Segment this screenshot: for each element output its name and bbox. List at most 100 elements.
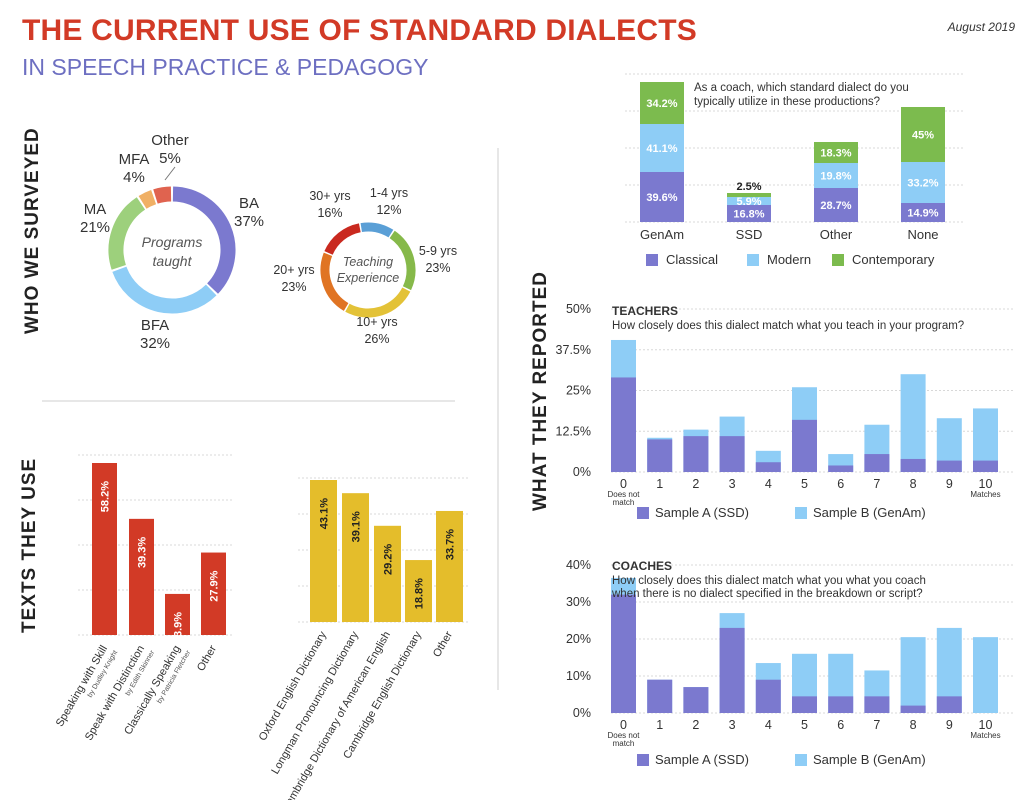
chart-question: typically utilize in these productions?: [694, 96, 880, 108]
donut-slice-3: [320, 252, 349, 311]
bar-value-label: 43.1%: [319, 498, 331, 529]
donut-label: 20+ yrs: [273, 263, 314, 277]
bar-value-label: 18.3%: [820, 148, 851, 160]
bar-value-label: 16.8%: [733, 209, 764, 221]
bar-value-label: 33.7%: [445, 529, 457, 560]
donut-value: 26%: [364, 332, 389, 346]
bar-value-label: 29.2%: [383, 544, 395, 575]
bar-value-label: 39.6%: [646, 192, 677, 204]
donut-slice-bfa: [112, 266, 217, 314]
bar-value-label: 2.5%: [736, 181, 761, 193]
bar-sample-a-10: [973, 460, 998, 472]
category-label: Other: [431, 629, 455, 659]
y-tick-label: 37.5%: [556, 343, 591, 357]
legend-label: Sample A (SSD): [655, 752, 749, 767]
x-tick-label: 4: [765, 477, 772, 491]
bar-text-1: [342, 493, 369, 622]
bar-value-label: 39.1%: [351, 511, 363, 542]
donut-center-label: Experience: [337, 271, 400, 285]
bar-genam-classical: [640, 172, 684, 222]
y-tick-label: 50%: [566, 302, 591, 316]
category-label: None: [907, 227, 938, 242]
donut-value: 23%: [425, 261, 450, 275]
donut-label: MFA: [119, 151, 150, 168]
bar-sample-a-8: [900, 705, 926, 713]
bar-sample-a-3: [719, 627, 745, 713]
donut-value: 32%: [140, 335, 170, 352]
x-tick-note: match: [613, 498, 635, 507]
chart-question: How closely does this dialect match what…: [612, 575, 926, 587]
x-tick-label: 9: [946, 477, 953, 491]
report-date: August 2019: [947, 20, 1015, 34]
bar-value-label: 45%: [912, 130, 934, 142]
bar-value-label: 5.9%: [736, 196, 761, 208]
category-label: GenAm: [640, 227, 684, 242]
bar-value-label: 27.9%: [209, 570, 221, 601]
bar-value-label: 13.9%: [173, 612, 185, 643]
donut-slice-1: [389, 230, 416, 291]
donut-value: 21%: [80, 219, 110, 236]
bar-sample-a-5: [792, 696, 817, 713]
bar-ssd-contemporary: [727, 193, 771, 197]
donut-value: 4%: [123, 169, 145, 186]
bar-text-2: [165, 593, 190, 635]
bar-sample-a-5: [792, 419, 817, 472]
bar-sample-b-10: [973, 637, 998, 713]
y-tick-label: 30%: [566, 595, 591, 609]
x-tick-note: Does not: [607, 490, 640, 499]
y-tick-label: 20%: [566, 632, 591, 646]
bar-text-3: [405, 560, 432, 622]
bar-sample-a-0: [611, 594, 636, 713]
legend-swatch: [747, 254, 759, 266]
y-tick-label: 10%: [566, 669, 591, 683]
legend-swatch: [832, 254, 844, 266]
bar-value-label: 41.1%: [646, 143, 677, 155]
bar-none-classical: [901, 203, 945, 222]
legend-label: Sample B (GenAm): [813, 505, 926, 520]
bar-none-contemporary: [901, 107, 945, 162]
donut-label: 1-4 yrs: [370, 186, 408, 200]
y-tick-label: 12.5%: [556, 424, 591, 438]
donut-slice-other: [153, 186, 172, 204]
x-tick-label: 10: [979, 477, 993, 491]
bar-text-0: [310, 480, 337, 622]
bar-sample-a-3: [719, 436, 745, 472]
bar-genam-contemporary: [640, 82, 684, 124]
y-tick-label: 25%: [566, 384, 591, 398]
bar-sample-b-8: [900, 374, 926, 472]
donut-label: Other: [151, 132, 189, 149]
bar-value-label: 34.2%: [646, 98, 677, 110]
chart-title: COACHES: [612, 559, 672, 573]
page-subtitle: IN SPEECH PRACTICE & PEDAGOGY: [22, 54, 429, 80]
bar-sample-a-8: [900, 458, 926, 472]
bar-sample-a-1: [647, 679, 673, 713]
legend-label: Sample A (SSD): [655, 505, 749, 520]
x-tick-label: 2: [692, 477, 699, 491]
x-tick-label: 2: [692, 718, 699, 732]
donut-label: MA: [84, 201, 107, 218]
legend-swatch: [646, 254, 658, 266]
category-label: Other: [195, 643, 219, 673]
legend-swatch: [637, 507, 649, 519]
donut-slice-2: [345, 287, 411, 318]
x-tick-note: match: [613, 739, 635, 748]
x-tick-label: 3: [729, 718, 736, 732]
bar-text-2: [374, 525, 401, 622]
x-tick-label: 1: [656, 477, 663, 491]
donut-value: 12%: [376, 203, 401, 217]
y-tick-label: 0%: [573, 706, 591, 720]
legend-swatch: [637, 754, 649, 766]
donut-value: 23%: [281, 280, 306, 294]
bar-sample-b-8: [900, 637, 926, 713]
donut-slice-ba: [172, 186, 236, 294]
donut-label: 30+ yrs: [309, 189, 350, 203]
donut-value: 5%: [159, 150, 181, 167]
chart-question: How closely does this dialect match what…: [612, 320, 964, 332]
donut-label: BFA: [141, 317, 169, 334]
bar-sample-a-9: [936, 460, 962, 472]
y-tick-label: 0%: [573, 465, 591, 479]
chart-title: TEACHERS: [612, 304, 678, 318]
x-tick-label: 8: [910, 718, 917, 732]
x-tick-label: 4: [765, 718, 772, 732]
